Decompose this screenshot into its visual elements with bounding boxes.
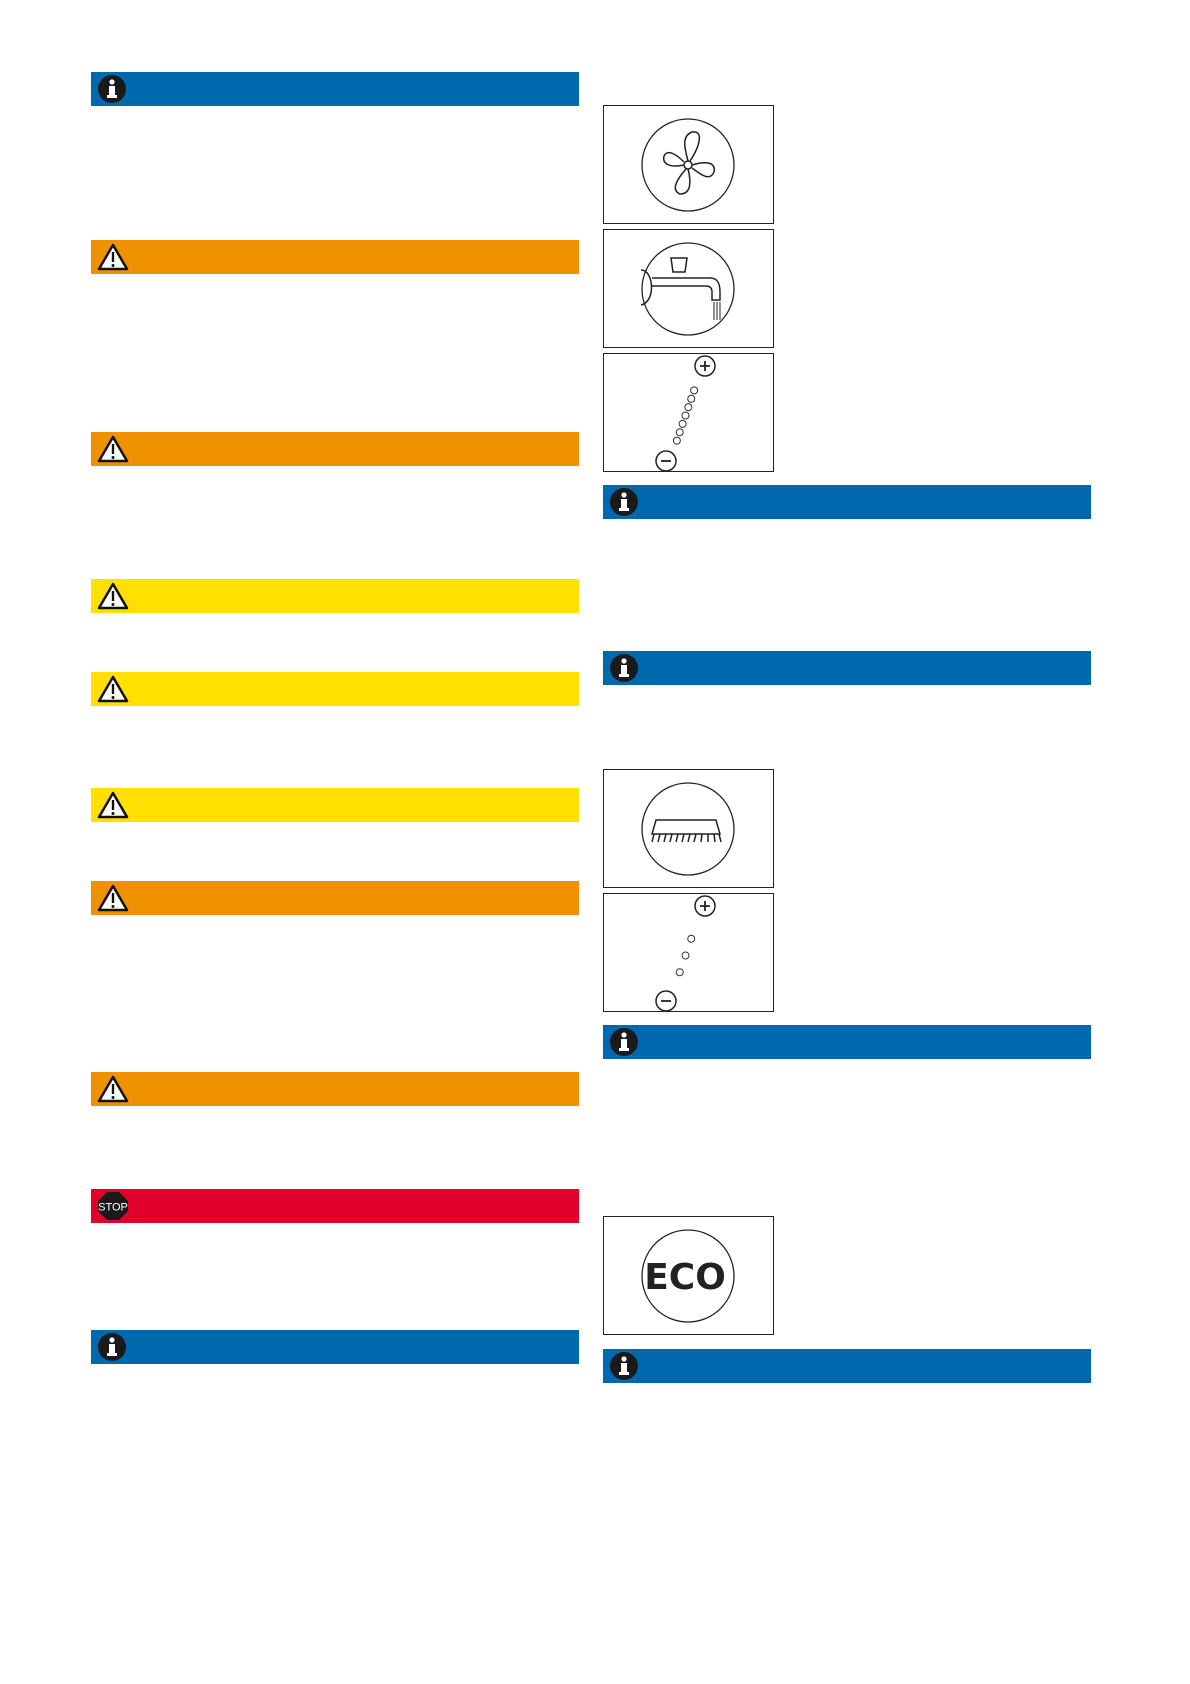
warning-notice-bar [91,1072,579,1106]
info-icon [98,1333,126,1361]
tap-symbol-box [603,229,774,348]
level-scale-symbol-box [603,353,774,472]
warning-triangle-icon [97,884,129,912]
caution-notice-bar [91,579,579,613]
info-icon [610,654,638,682]
info-notice-bar [603,1025,1091,1059]
fan-symbol-box [603,105,774,224]
caution-notice-bar [91,672,579,706]
warning-triangle-icon [97,243,129,271]
info-notice-bar [603,485,1091,519]
info-icon [610,488,638,516]
stop-sign-icon: STOP [98,1192,128,1220]
eco-symbol-box: ECO [603,1216,774,1335]
caution-notice-bar [91,788,579,822]
level-scale-icon [655,895,716,1011]
tap-icon [640,242,735,336]
warning-triangle-icon [97,435,129,463]
info-notice-bar [603,651,1091,685]
info-notice-bar [603,1349,1091,1383]
info-icon [610,1352,638,1380]
warning-notice-bar [91,240,579,274]
eco-icon: ECO [641,1229,735,1323]
warning-triangle-icon [97,582,129,610]
level-scale-icon [655,355,716,471]
level-scale-symbol-box [603,893,774,1012]
svg-text:STOP: STOP [98,1202,128,1214]
warning-notice-bar [91,432,579,466]
warning-triangle-icon [97,791,129,819]
brush-icon [641,782,735,876]
info-notice-bar [91,72,579,106]
info-icon [98,75,126,103]
warning-triangle-icon [97,675,129,703]
info-icon [610,1028,638,1056]
warning-triangle-icon [97,1075,129,1103]
stop-notice-bar: STOP [91,1189,579,1223]
fan-icon [641,118,735,212]
warning-notice-bar [91,881,579,915]
info-notice-bar [91,1330,579,1364]
svg-text:ECO: ECO [644,1257,726,1298]
brush-symbol-box [603,769,774,888]
